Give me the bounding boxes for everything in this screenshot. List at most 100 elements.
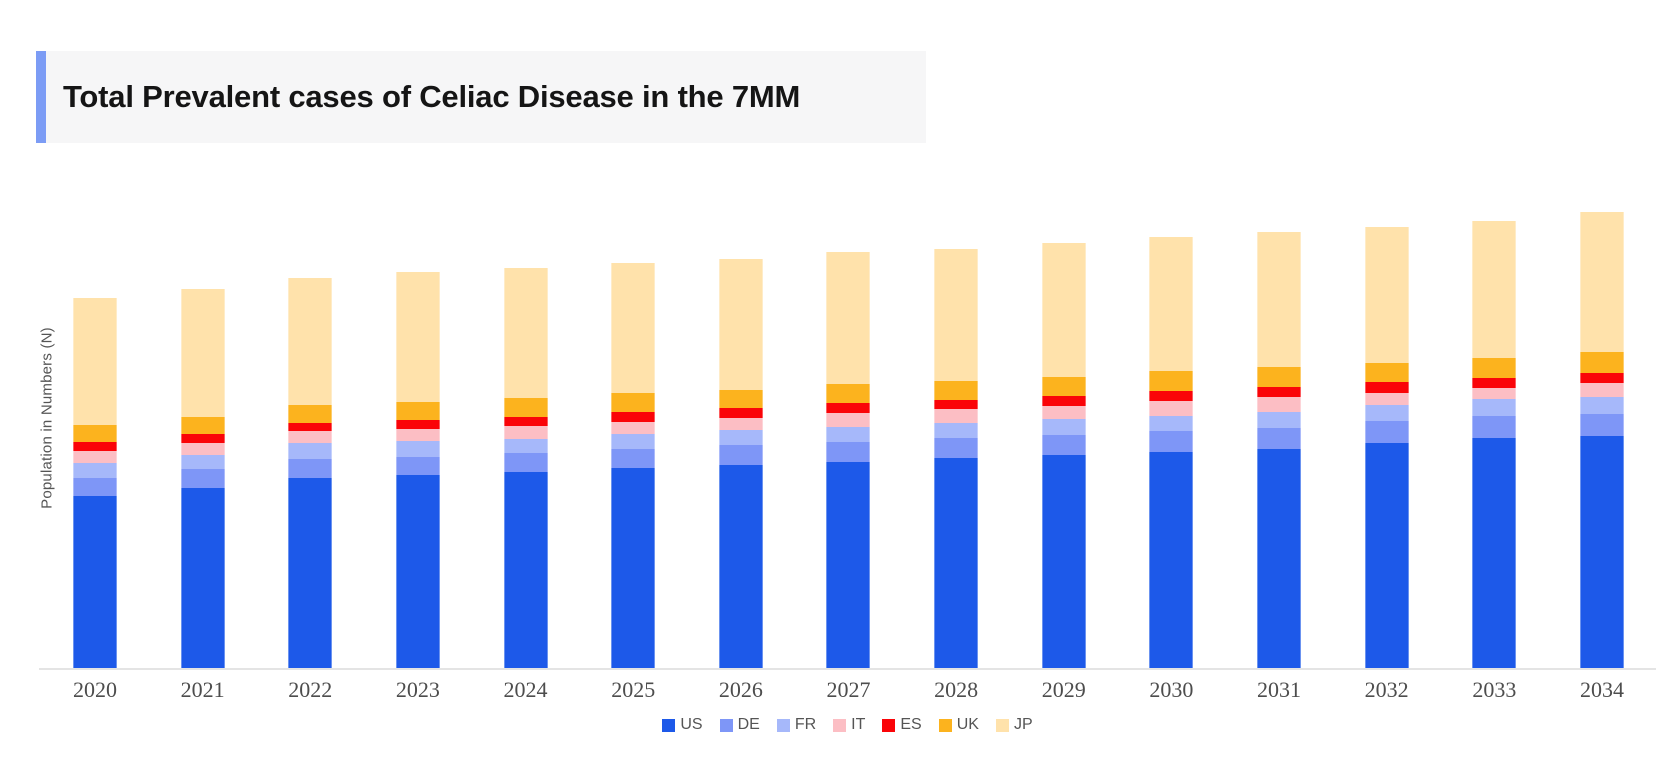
bar-segment-it-2030[interactable] [1149,401,1194,416]
bar-2027[interactable] [826,252,871,668]
bar-segment-jp-2020[interactable] [73,298,117,425]
bar-segment-it-2027[interactable] [826,413,871,427]
legend-item-de[interactable]: DE [719,716,760,734]
bar-segment-de-2021[interactable] [180,469,225,488]
bar-2034[interactable] [1579,212,1624,668]
bar-segment-uk-2025[interactable] [611,393,656,412]
bar-segment-it-2025[interactable] [611,422,656,434]
bar-segment-jp-2022[interactable] [288,278,333,405]
bar-segment-it-2020[interactable] [73,451,117,463]
bar-segment-fr-2027[interactable] [826,427,871,442]
bar-segment-us-2030[interactable] [1149,452,1194,668]
bar-segment-jp-2033[interactable] [1472,221,1517,358]
bar-segment-us-2027[interactable] [826,462,871,668]
bar-segment-us-2029[interactable] [1041,455,1086,668]
bar-segment-fr-2033[interactable] [1472,399,1517,416]
bar-segment-uk-2027[interactable] [826,384,871,403]
legend-item-es[interactable]: ES [882,716,922,734]
bar-segment-jp-2030[interactable] [1149,237,1194,371]
bar-segment-us-2034[interactable] [1579,436,1624,668]
bar-segment-us-2020[interactable] [73,496,117,668]
bar-2030[interactable] [1149,237,1194,668]
bar-segment-it-2026[interactable] [718,418,763,430]
bar-segment-es-2020[interactable] [73,442,117,451]
bar-segment-it-2028[interactable] [934,409,979,423]
bar-segment-de-2020[interactable] [73,478,117,496]
bar-segment-de-2034[interactable] [1579,414,1624,436]
bar-2032[interactable] [1364,227,1409,668]
bar-segment-uk-2024[interactable] [503,398,548,417]
bar-segment-de-2027[interactable] [826,442,871,462]
bar-segment-jp-2026[interactable] [718,259,763,390]
bar-segment-de-2028[interactable] [934,438,979,458]
bar-segment-us-2032[interactable] [1364,443,1409,668]
bar-segment-es-2033[interactable] [1472,378,1517,388]
bar-segment-it-2029[interactable] [1041,406,1086,419]
bar-segment-es-2027[interactable] [826,403,871,413]
bar-2033[interactable] [1472,221,1517,668]
bar-2021[interactable] [180,289,225,668]
bar-segment-uk-2034[interactable] [1579,352,1624,373]
bar-segment-de-2030[interactable] [1149,431,1194,452]
bar-2020[interactable] [73,298,117,668]
bar-segment-fr-2028[interactable] [934,423,979,438]
bar-segment-fr-2029[interactable] [1041,419,1086,435]
bar-segment-uk-2029[interactable] [1041,377,1086,396]
bar-segment-jp-2025[interactable] [611,263,656,393]
bar-segment-uk-2022[interactable] [288,405,333,423]
bar-segment-es-2028[interactable] [934,400,979,409]
bar-2026[interactable] [718,259,763,668]
bar-segment-es-2021[interactable] [180,434,225,443]
bar-segment-de-2023[interactable] [395,457,440,475]
bar-segment-jp-2029[interactable] [1041,243,1086,377]
bar-segment-us-2031[interactable] [1257,449,1302,668]
bar-segment-it-2024[interactable] [503,426,548,439]
bar-segment-de-2024[interactable] [503,453,548,472]
bar-segment-us-2023[interactable] [395,475,440,668]
bar-segment-it-2031[interactable] [1257,397,1302,412]
bar-segment-jp-2024[interactable] [503,268,548,398]
bar-segment-us-2021[interactable] [180,488,225,668]
bar-segment-es-2024[interactable] [503,417,548,426]
bar-segment-jp-2021[interactable] [180,289,225,417]
bar-segment-de-2026[interactable] [718,445,763,465]
bar-segment-us-2025[interactable] [611,468,656,668]
bar-segment-fr-2026[interactable] [718,430,763,445]
bar-segment-es-2022[interactable] [288,423,333,431]
bar-segment-us-2022[interactable] [288,478,333,668]
bar-segment-jp-2031[interactable] [1257,232,1302,367]
bar-segment-it-2022[interactable] [288,431,333,443]
bar-2023[interactable] [395,272,440,668]
bar-2028[interactable] [934,249,979,668]
bar-segment-us-2028[interactable] [934,458,979,668]
bar-segment-es-2034[interactable] [1579,373,1624,383]
bar-segment-de-2025[interactable] [611,449,656,468]
bar-segment-de-2033[interactable] [1472,416,1517,438]
legend-item-us[interactable]: US [662,716,703,734]
bar-segment-fr-2034[interactable] [1579,397,1624,414]
bar-segment-it-2023[interactable] [395,429,440,441]
bar-segment-uk-2020[interactable] [73,425,117,442]
bar-segment-es-2026[interactable] [718,408,763,418]
bar-segment-fr-2030[interactable] [1149,416,1194,431]
bar-segment-fr-2025[interactable] [611,434,656,449]
bar-2031[interactable] [1257,232,1302,668]
legend-item-uk[interactable]: UK [938,716,979,734]
bar-segment-es-2025[interactable] [611,412,656,422]
legend-item-fr[interactable]: FR [776,716,816,734]
bar-segment-it-2021[interactable] [180,443,225,455]
bar-segment-fr-2021[interactable] [180,455,225,469]
bar-segment-uk-2028[interactable] [934,381,979,400]
bar-segment-fr-2031[interactable] [1257,412,1302,428]
bar-segment-fr-2032[interactable] [1364,405,1409,421]
bar-segment-uk-2021[interactable] [180,417,225,434]
bar-segment-uk-2031[interactable] [1257,367,1302,387]
bar-segment-jp-2028[interactable] [934,249,979,381]
bar-segment-it-2032[interactable] [1364,393,1409,405]
bar-segment-fr-2020[interactable] [73,463,117,478]
bar-segment-es-2031[interactable] [1257,387,1302,397]
bar-segment-uk-2030[interactable] [1149,371,1194,391]
bar-segment-it-2033[interactable] [1472,388,1517,399]
bar-segment-fr-2022[interactable] [288,443,333,459]
bar-segment-us-2026[interactable] [718,465,763,668]
